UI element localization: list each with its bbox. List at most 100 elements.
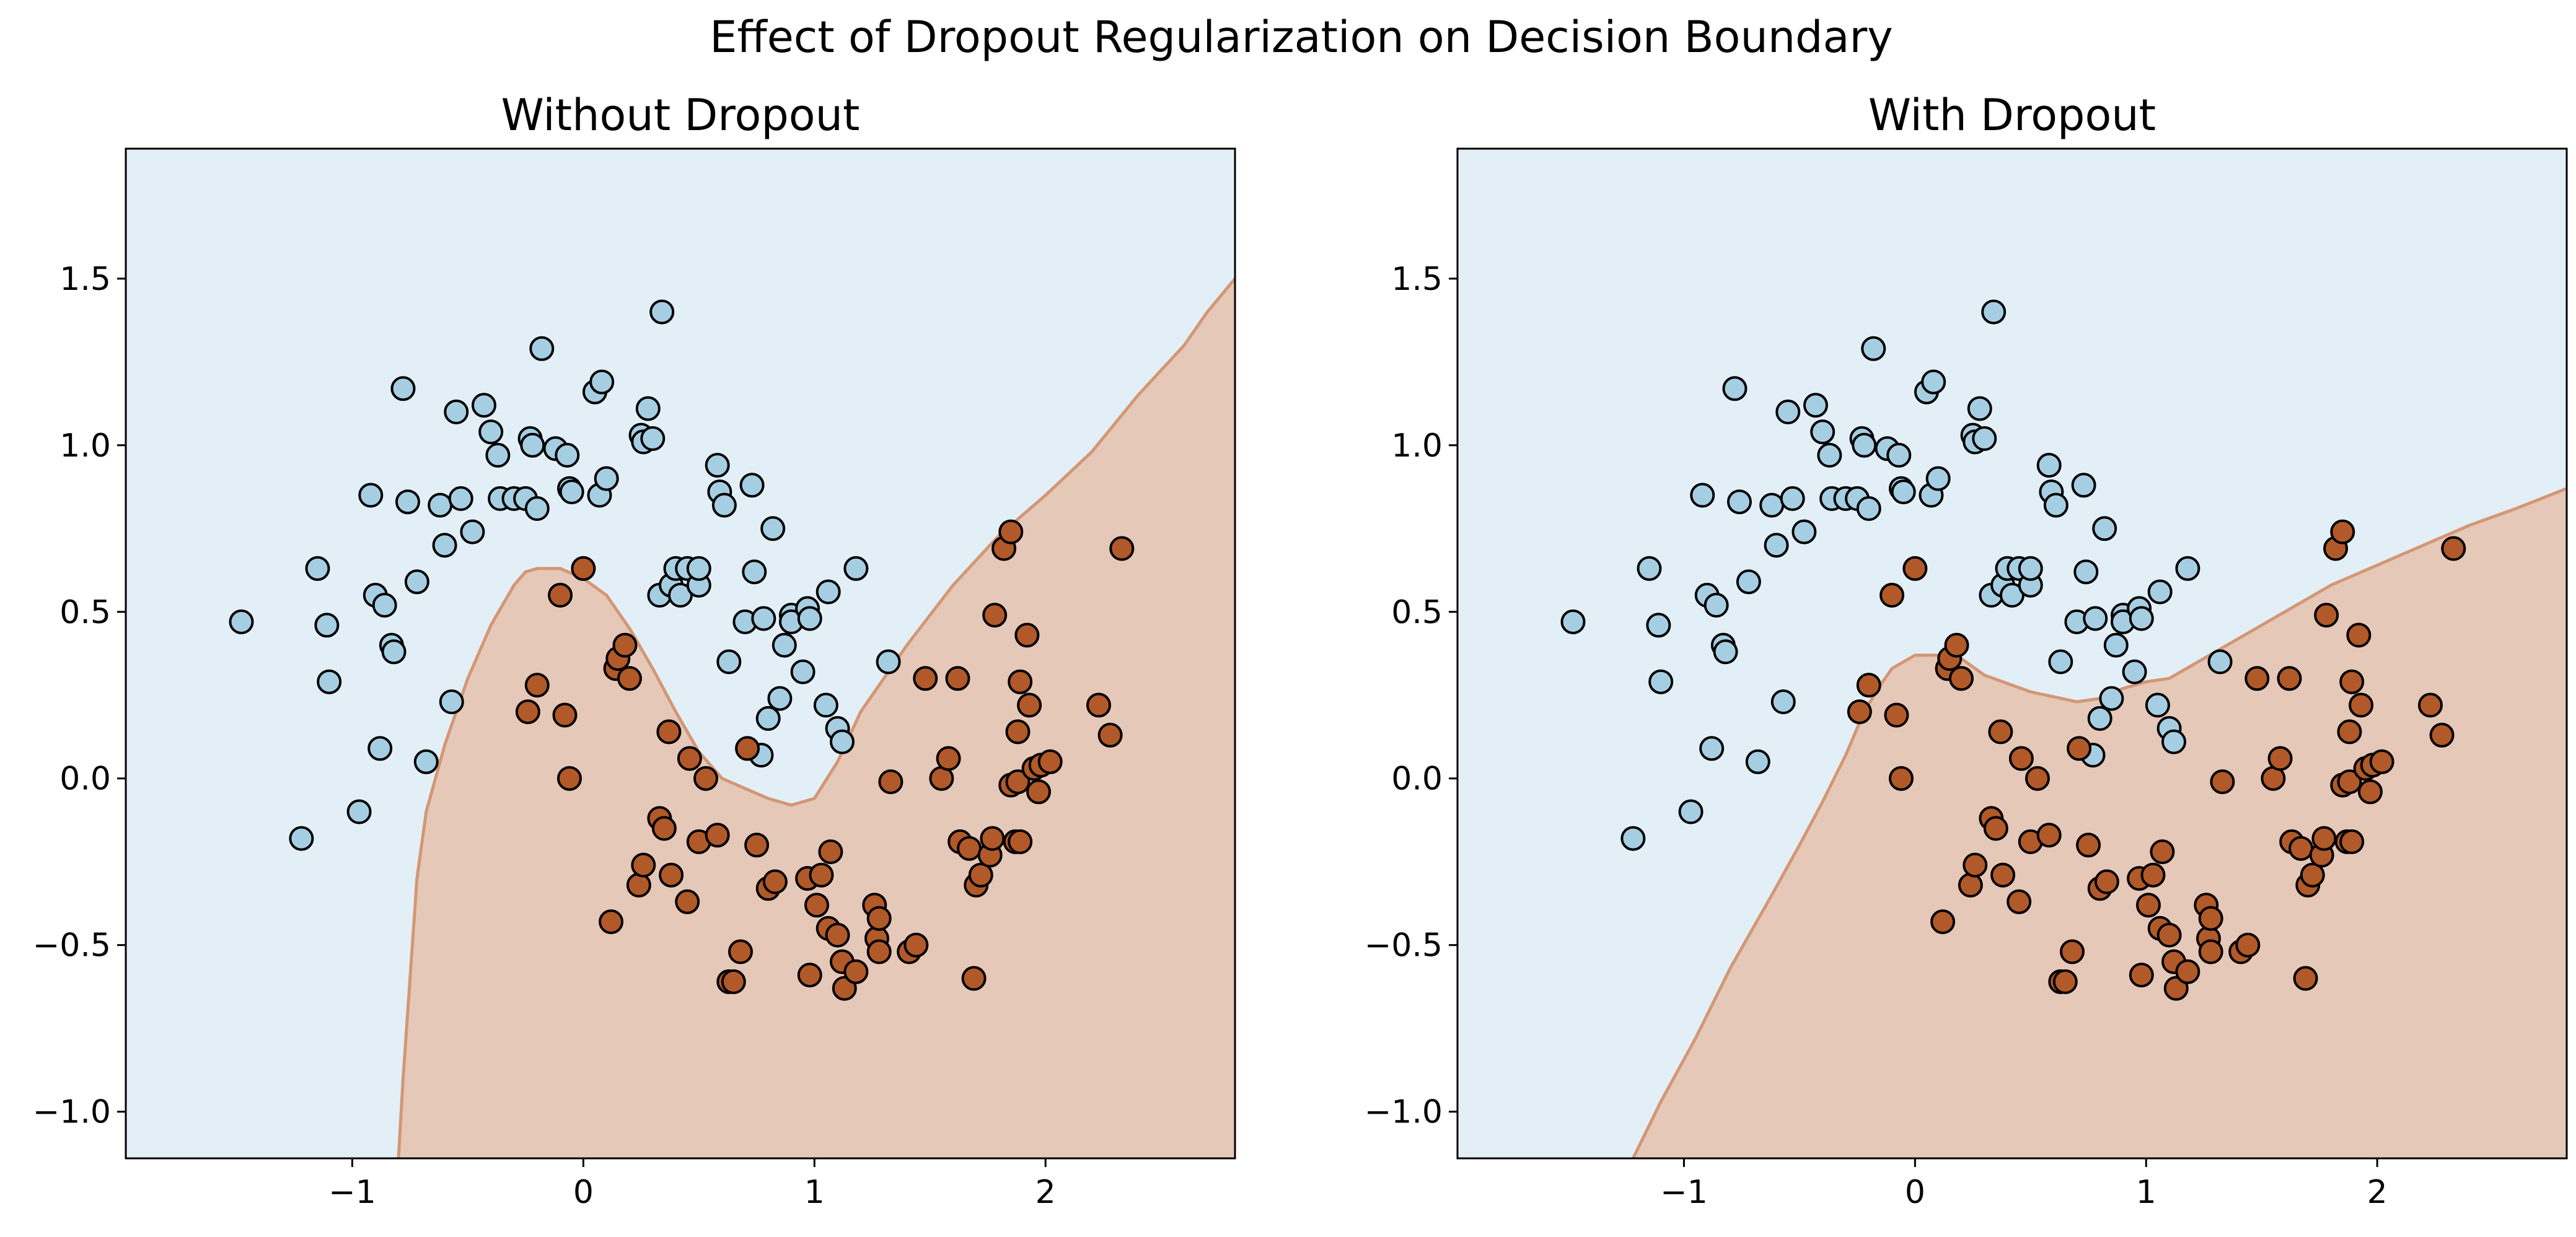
class-1-point [1889, 766, 1914, 791]
class-1-point [721, 969, 746, 994]
class-1-point [2314, 603, 2339, 628]
y-tick-label: 0.5 [59, 594, 111, 631]
class-1-point [2156, 922, 2182, 948]
class-0-point [2092, 516, 2117, 541]
class-0-point [2048, 649, 2073, 675]
class-1-region [398, 278, 1235, 1158]
class-1-point [2330, 519, 2355, 544]
y-tick-label: 1.5 [1391, 261, 1443, 298]
class-0-point [1648, 669, 1674, 694]
class-1-region [1633, 488, 2567, 1158]
class-1-point [1109, 536, 1135, 561]
class-0-point [2099, 686, 2124, 711]
class-1-point [968, 862, 993, 888]
class-0-point [2018, 556, 2043, 581]
class-1-point [998, 519, 1024, 544]
class-1-point [659, 862, 684, 888]
class-1-point [1988, 719, 2013, 745]
class-0-point [1775, 400, 1801, 424]
class-0-point [790, 659, 815, 684]
class-0-point [2083, 606, 2108, 631]
class-1-point [2175, 959, 2200, 984]
class-0-point [395, 489, 420, 515]
class-1-point [982, 603, 1008, 628]
class-0-point [843, 556, 869, 581]
class-1-point [762, 869, 788, 894]
class-0-point [668, 582, 693, 608]
class-0-point [716, 649, 742, 675]
class-1-point [2052, 969, 2078, 994]
class-1-point [2076, 833, 2101, 858]
class-0-point [1921, 369, 1946, 395]
class-0-point [1699, 736, 1725, 761]
class-0-point [1925, 466, 1951, 491]
class-0-point [1972, 426, 1997, 451]
class-1-point [866, 906, 892, 931]
class-1-point [1008, 829, 1033, 854]
class-1-point [2418, 693, 2443, 718]
axes-frame [125, 147, 1236, 1160]
class-1-point [2007, 889, 2032, 914]
class-1-point [2235, 932, 2261, 958]
class-1-point [677, 746, 702, 771]
class-1-point [832, 976, 857, 1001]
class-0-point [751, 606, 776, 631]
class-1-point [2337, 769, 2362, 795]
class-0-point [2103, 632, 2129, 658]
class-1-point [2025, 766, 2050, 791]
subplot-title: Without Dropout [501, 90, 860, 141]
class-0-point [448, 486, 473, 511]
class-1-point [980, 826, 1005, 851]
class-0-point [2071, 473, 2096, 498]
class-1-point [2441, 536, 2466, 561]
class-1-point [818, 839, 843, 865]
class-0-point [1810, 419, 1835, 445]
class-1-point [2210, 769, 2235, 795]
class-1-point [1037, 749, 1063, 774]
class-0-point [529, 336, 555, 361]
class-0-point [346, 799, 372, 824]
class-1-point [804, 893, 829, 918]
class-0-point [404, 569, 429, 595]
class-1-point [878, 769, 903, 795]
class-1-point [744, 833, 770, 858]
class-0-point [1770, 689, 1796, 714]
y-tick-label: 1.0 [59, 427, 111, 465]
class-1-point [1879, 582, 1905, 608]
class-0-point [317, 669, 342, 694]
class-0-point [524, 496, 550, 521]
class-0-point [2175, 556, 2200, 581]
axes-frame [1456, 147, 2568, 1160]
panel-with-dropout: −1 0 1 2 −1.0 −0.5 0.0 0.5 1.0 1.5 With Dropout [1365, 90, 2568, 1211]
class-0-point [314, 613, 340, 638]
y-tick-label: −1.0 [1365, 1094, 1443, 1131]
class-0-point [1703, 593, 1729, 618]
class-1-point [1005, 719, 1031, 745]
x-tick-label: 0 [1905, 1174, 1925, 1211]
class-1-point [2067, 736, 2092, 761]
class-0-point [1637, 556, 1662, 581]
subplot-title: With Dropout [1868, 90, 2156, 141]
class-1-point [903, 932, 929, 958]
class-0-point [1891, 479, 1916, 505]
class-1-point [1990, 862, 2016, 888]
class-0-point [1678, 799, 1703, 824]
class-1-point [2369, 749, 2394, 774]
y-tick-label: 1.5 [59, 261, 111, 298]
class-0-point [686, 556, 711, 581]
class-1-point [2129, 963, 2154, 988]
class-0-point [1856, 496, 1881, 521]
class-1-point [2349, 693, 2374, 718]
x-tick-label: −1 [328, 1174, 376, 1211]
class-1-point [2198, 906, 2223, 931]
class-1-point [675, 889, 700, 914]
class-0-point [390, 376, 416, 401]
class-0-point [815, 579, 841, 605]
class-0-point [1722, 376, 1747, 401]
class-0-point [1713, 639, 1738, 665]
class-0-point [876, 649, 901, 675]
class-1-point [612, 632, 638, 658]
class-0-point [520, 432, 545, 458]
class-0-point [367, 736, 393, 761]
x-tick-label: 2 [2367, 1174, 2388, 1211]
